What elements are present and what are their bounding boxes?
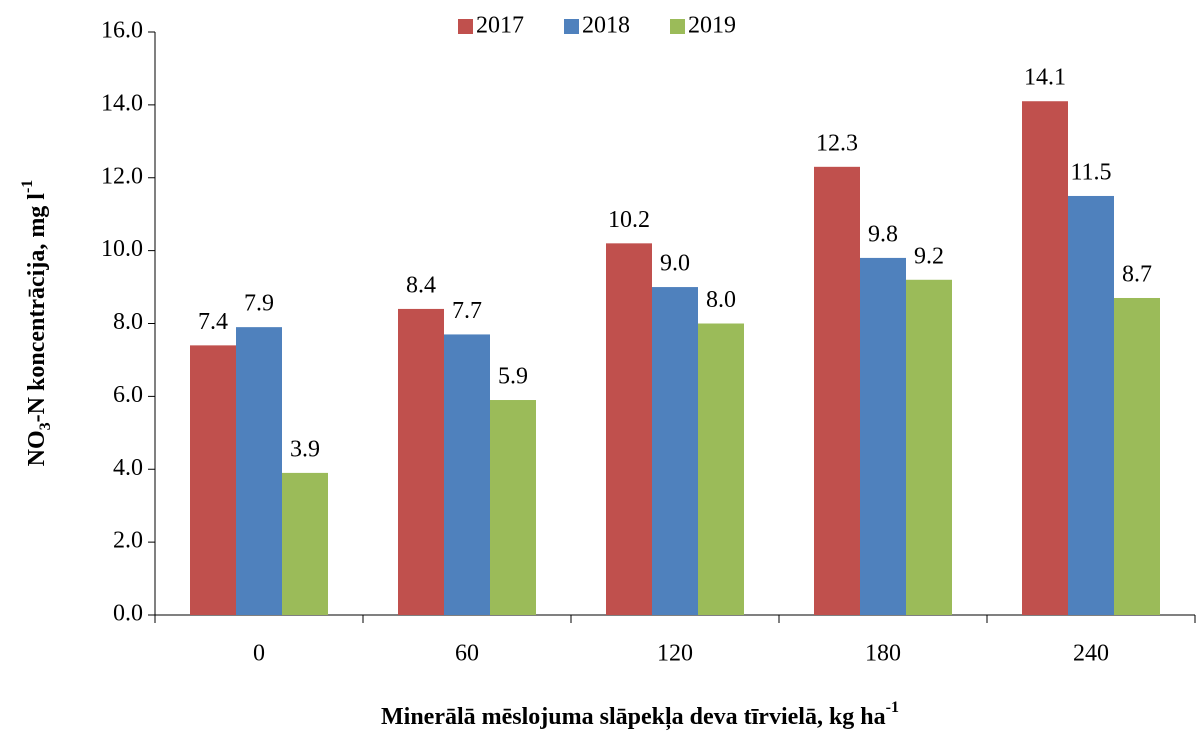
legend-swatch: [670, 19, 685, 34]
bar: [652, 287, 698, 615]
bar: [1068, 195, 1114, 615]
x-tick-label: 180: [865, 641, 901, 667]
x-label-part: Minerālā mēslojuma slāpekļa deva tīrviel…: [381, 704, 886, 731]
bar: [190, 345, 236, 615]
bar: [490, 400, 536, 615]
y-tick-label: 14.0: [101, 90, 143, 116]
y-label-sub: 3: [37, 422, 54, 430]
bar: [398, 308, 444, 615]
value-label: 5.9: [498, 364, 528, 390]
bar: [282, 472, 328, 615]
legend-swatch: [564, 19, 579, 34]
y-tick-label: 2.0: [113, 528, 143, 554]
value-label: 9.2: [914, 243, 944, 269]
value-label: 11.5: [1070, 159, 1111, 185]
y-axis-label: NO3-N koncentrācija, mg l-1: [19, 180, 54, 467]
y-tick-label: 6.0: [113, 382, 143, 408]
value-label: 14.1: [1024, 65, 1066, 91]
bar: [906, 279, 952, 615]
y-tick-label: 12.0: [101, 163, 143, 189]
value-label: 7.7: [452, 298, 482, 324]
legend-label: 2017: [476, 13, 524, 39]
value-label: 7.9: [244, 291, 274, 317]
bar: [236, 327, 282, 615]
value-label: 9.0: [660, 251, 690, 277]
legend-swatch: [458, 19, 473, 34]
x-label-sup: -1: [886, 699, 899, 716]
x-tick-label: 120: [657, 641, 693, 667]
y-tick-label: 4.0: [113, 455, 143, 481]
y-tick-label: 8.0: [113, 309, 143, 335]
value-label: 8.7: [1122, 261, 1152, 287]
y-tick-label: 10.0: [101, 236, 143, 262]
value-label: 7.4: [198, 309, 228, 335]
y-label-part: -N koncentrācija, mg l: [24, 193, 50, 423]
bar: [1114, 297, 1160, 615]
y-label-sup: -1: [19, 180, 36, 193]
value-label: 10.2: [608, 207, 650, 233]
legend-label: 2019: [688, 13, 736, 39]
value-label: 8.0: [706, 287, 736, 313]
bar: [606, 243, 652, 615]
x-tick-label: 60: [455, 641, 479, 667]
x-tick-label: 0: [253, 641, 265, 667]
value-label: 8.4: [406, 272, 436, 298]
y-label-part: NO: [24, 430, 50, 466]
value-label: 3.9: [290, 436, 320, 462]
y-tick-label: 0.0: [113, 601, 143, 627]
y-tick-label: 16.0: [101, 18, 143, 44]
bar: [814, 166, 860, 615]
bar: [1022, 101, 1068, 615]
legend-label: 2018: [582, 13, 630, 39]
bar: [860, 257, 906, 615]
bar: [698, 323, 744, 615]
bar: [444, 334, 490, 615]
value-label: 9.8: [868, 221, 898, 247]
x-axis-label: Minerālā mēslojuma slāpekļa deva tīrviel…: [381, 699, 899, 731]
value-label: 12.3: [816, 130, 858, 156]
x-tick-label: 240: [1073, 641, 1109, 667]
